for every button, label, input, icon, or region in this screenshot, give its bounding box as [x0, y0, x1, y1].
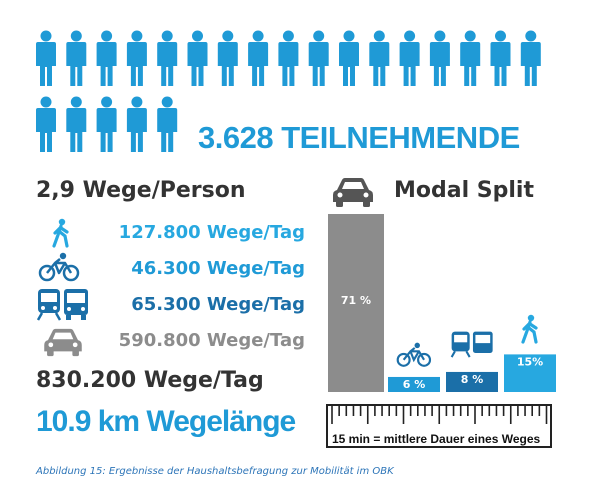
modal-bar-bike: [388, 376, 440, 392]
person-icon: [187, 30, 208, 86]
modal-bar-label: 8 %: [461, 373, 484, 386]
participants-headline: 3.628 TEILNEHMENDE: [198, 120, 520, 155]
person-icon: [520, 30, 541, 86]
trips-per-person: 2,9 Wege/Person: [36, 178, 246, 203]
person-icon: [217, 30, 238, 86]
modal-split-title: Modal Split: [394, 178, 534, 203]
total-trips: 830.200 Wege/Tag: [36, 368, 264, 393]
trip-distance: 10.9 km Wegelänge: [36, 405, 296, 438]
person-icon: [157, 96, 178, 152]
person-icon: [399, 30, 420, 86]
figure-caption: Abbildung 15: Ergebnisse der Haushaltsbe…: [36, 466, 394, 477]
person-icon: [460, 30, 481, 86]
person-icon: [126, 30, 147, 86]
train-bus-icon: [450, 331, 493, 358]
bicycle-icon: [38, 252, 80, 282]
person-icon: [157, 30, 178, 86]
walking-person-icon: [521, 314, 538, 344]
train-bus-icon: [36, 289, 88, 321]
person-icon: [36, 30, 56, 86]
car-icon: [333, 178, 373, 207]
modal-split-chart: 71 % 6 % 8 % 15%: [328, 214, 556, 392]
person-icon: [96, 30, 117, 86]
person-icon: [126, 96, 147, 152]
person-icon: [429, 30, 450, 86]
modal-bar-label: 15%: [517, 355, 543, 368]
duration-label: 15 min = mittlere Dauer eines Weges: [332, 432, 541, 446]
person-icon: [308, 30, 329, 86]
transit-trips-value: 65.300 Wege/Tag: [131, 294, 305, 315]
person-icon: [490, 30, 511, 86]
person-icon: [339, 30, 359, 86]
bike-trips-value: 46.300 Wege/Tag: [131, 258, 305, 279]
modal-bar-transit: [446, 371, 498, 392]
modal-bar-label: 71 %: [341, 294, 371, 307]
walk-trips-value: 127.800 Wege/Tag: [118, 222, 305, 243]
car-trips-value: 590.800 Wege/Tag: [118, 330, 305, 351]
person-icon: [369, 30, 390, 86]
car-icon: [44, 328, 82, 357]
person-icon: [96, 96, 117, 152]
bicycle-icon: [396, 342, 432, 367]
person-icon: [278, 30, 299, 86]
duration-ruler: [326, 404, 552, 448]
participants-pictogram: [36, 30, 541, 152]
person-icon: [66, 30, 87, 86]
person-icon: [248, 30, 269, 86]
modal-bar-walk: [504, 354, 556, 392]
person-icon: [66, 96, 87, 152]
modal-bar-label: 6 %: [403, 378, 426, 391]
walking-person-icon: [52, 218, 69, 248]
person-icon: [36, 96, 56, 152]
modal-bar-car: [328, 214, 384, 392]
